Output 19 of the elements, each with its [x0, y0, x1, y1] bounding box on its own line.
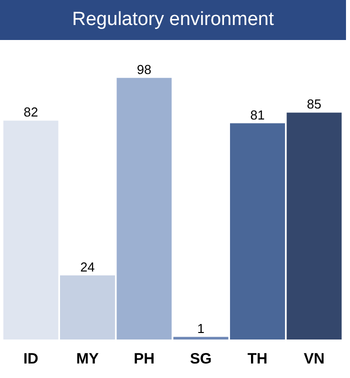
bar	[116, 78, 172, 340]
data-label: 81	[250, 107, 265, 122]
bar	[60, 275, 115, 340]
x-tick-label: MY	[76, 350, 99, 368]
data-label: 24	[80, 259, 95, 274]
bar	[173, 336, 228, 340]
data-label: 82	[24, 104, 38, 120]
x-tick-label: TH	[248, 350, 268, 368]
bar	[286, 112, 342, 340]
chart-title: Regulatory environment	[72, 8, 274, 32]
data-label: 98	[136, 62, 152, 77]
x-tick-label: PH	[134, 350, 155, 368]
x-tick-label: VN	[304, 350, 325, 368]
bar	[3, 120, 58, 340]
x-tick-label: ID	[23, 350, 38, 368]
bar	[230, 123, 285, 340]
data-label: 85	[306, 96, 322, 112]
x-tick-label: SG	[190, 350, 212, 368]
data-label: 1	[197, 320, 204, 336]
